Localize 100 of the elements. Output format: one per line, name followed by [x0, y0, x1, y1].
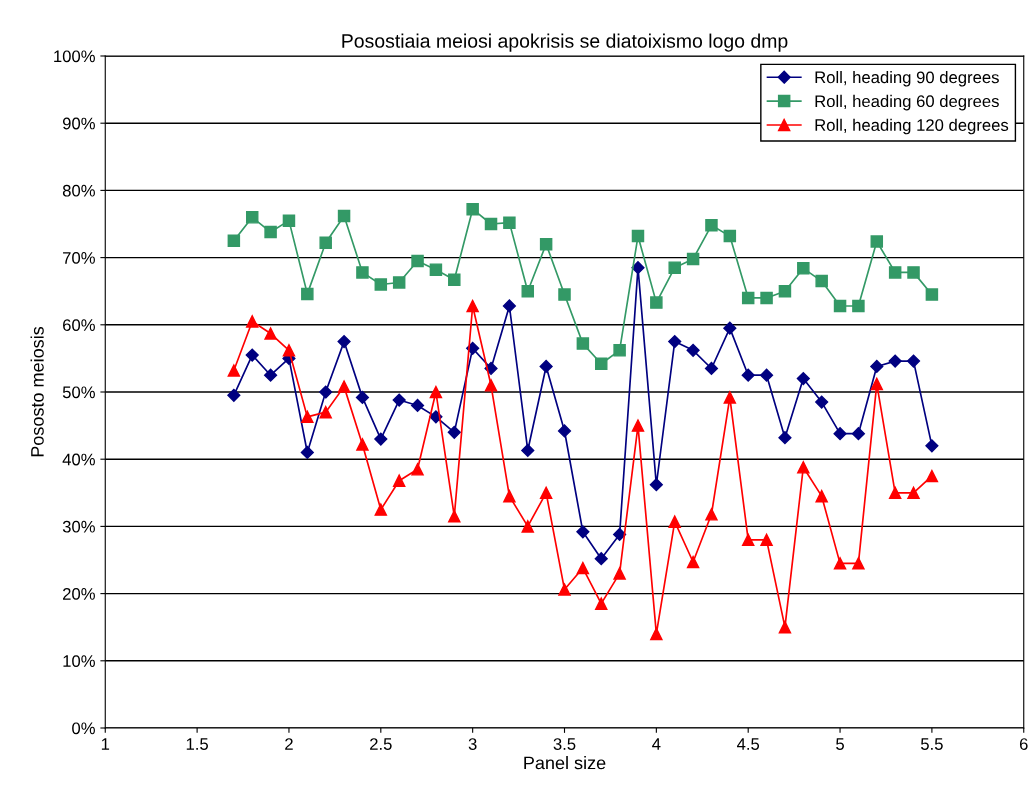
point — [925, 288, 939, 301]
y-tick-label: 100% — [54, 50, 95, 63]
point — [888, 354, 902, 368]
point — [356, 438, 369, 451]
point — [852, 299, 865, 313]
point — [264, 225, 277, 239]
point — [576, 337, 590, 350]
point — [392, 276, 406, 289]
point — [833, 299, 847, 313]
point — [741, 368, 755, 382]
point — [557, 424, 572, 438]
point — [484, 361, 498, 376]
point — [301, 287, 314, 301]
point — [686, 252, 700, 266]
point — [741, 533, 755, 547]
point — [631, 419, 645, 432]
y-tick-label: 40% — [62, 453, 95, 466]
point — [925, 469, 939, 483]
point — [797, 262, 810, 275]
point — [760, 291, 773, 305]
point — [576, 561, 590, 575]
point — [594, 357, 608, 371]
point — [392, 393, 406, 407]
point — [503, 216, 516, 229]
point — [613, 344, 626, 357]
point — [778, 431, 792, 445]
point — [245, 211, 259, 224]
point — [245, 315, 259, 328]
point — [448, 273, 461, 287]
point — [594, 597, 608, 610]
point — [778, 620, 792, 634]
point — [833, 557, 847, 570]
x-axis-title: Panel size — [524, 756, 606, 770]
point — [888, 486, 902, 500]
point — [851, 427, 866, 441]
point — [668, 335, 682, 349]
x-tick-label: 1 — [101, 738, 110, 750]
point — [521, 443, 535, 458]
y-tick-label: 50% — [62, 386, 95, 399]
y-tick-label: 80% — [62, 184, 95, 197]
point — [558, 583, 571, 596]
y-tick-label: 10% — [63, 655, 95, 667]
point — [392, 474, 406, 487]
x-tick-label: 2.5 — [370, 738, 392, 750]
chart-title: Posostiaia meiosi apokrisis se diatoixismo logo dmp — [342, 33, 788, 52]
point — [301, 410, 314, 424]
point — [741, 291, 755, 305]
point — [264, 327, 277, 340]
point — [374, 503, 388, 516]
point — [502, 299, 516, 313]
point — [355, 390, 370, 404]
point — [448, 510, 461, 523]
point — [906, 354, 921, 368]
point — [264, 368, 278, 382]
point — [686, 555, 700, 569]
x-tick-label: 6 — [1019, 738, 1028, 750]
point — [521, 520, 535, 533]
x-tick-label: 4.5 — [737, 738, 760, 750]
point — [668, 515, 681, 528]
point — [539, 237, 553, 251]
y-tick-label: 70% — [63, 252, 95, 264]
point — [282, 214, 296, 227]
point — [282, 344, 296, 357]
point — [907, 266, 920, 279]
point — [447, 425, 461, 439]
point — [227, 234, 241, 248]
x-tick-label: 5 — [836, 738, 844, 750]
point — [484, 379, 498, 392]
point — [815, 274, 828, 288]
y-tick-label: 90% — [62, 117, 95, 130]
point — [539, 359, 553, 374]
point — [337, 335, 351, 349]
point — [925, 439, 939, 453]
point — [796, 371, 810, 386]
point — [686, 343, 700, 357]
point — [521, 284, 535, 298]
y-tick-label: 30% — [62, 520, 95, 533]
point — [723, 391, 737, 404]
point — [466, 299, 479, 313]
point — [319, 385, 333, 399]
point — [833, 427, 847, 441]
y-tick-label: 20% — [63, 588, 95, 600]
x-tick-label: 5.5 — [920, 738, 943, 750]
point — [319, 236, 332, 250]
point — [410, 398, 425, 413]
y-axis-title: Pososto meiosis — [30, 326, 44, 457]
x-tick-label: 3 — [468, 738, 477, 750]
point — [668, 261, 681, 274]
x-tick-label: 3.5 — [553, 738, 576, 750]
point — [613, 527, 627, 542]
y-tick-label: 0% — [72, 722, 95, 735]
legend-label: Roll, heading 90 degrees — [815, 71, 999, 87]
point — [907, 486, 920, 500]
point — [594, 552, 608, 566]
point — [411, 254, 424, 268]
point — [650, 627, 663, 641]
point — [705, 508, 718, 521]
point — [300, 445, 314, 460]
x-tick-label: 1.5 — [186, 738, 208, 750]
point — [650, 296, 663, 309]
